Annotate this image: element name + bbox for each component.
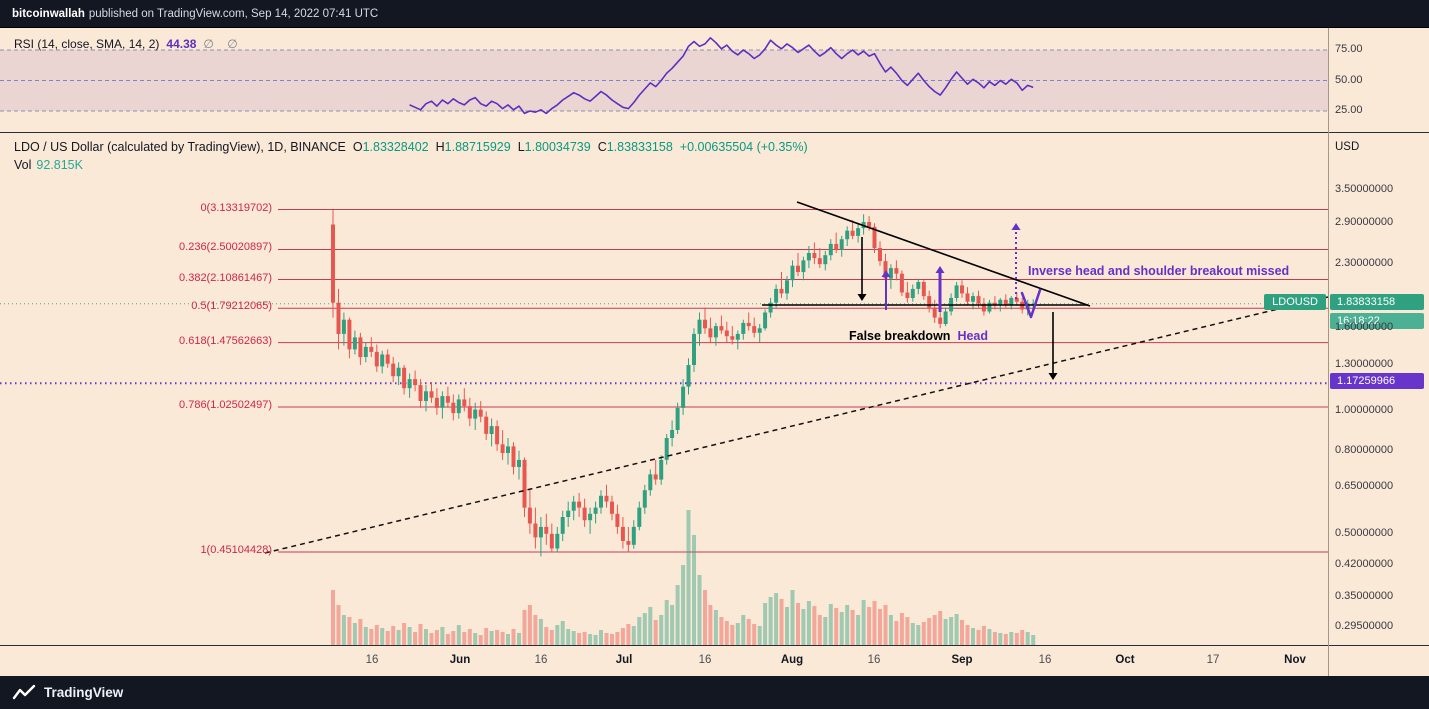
time-axis-label: Jul — [615, 654, 633, 666]
price-pane: 0(3.13319702) 0.236(2.50020897) 0.382(2.10… — [0, 133, 1429, 645]
time-axis-label: Jun — [449, 654, 471, 666]
time-axis-label: 16 — [698, 654, 712, 666]
head-text: Head — [957, 329, 989, 343]
hidden-output-icons[interactable]: ∅ ∅ — [203, 37, 243, 51]
price-axis-label: 0.42000000 — [1335, 557, 1394, 570]
symbol-badge: LDOUSD — [1264, 293, 1326, 310]
time-axis-label: Nov — [1284, 654, 1306, 666]
publish-info-text: published on TradingView.com, Sep 14, 20… — [88, 7, 379, 20]
currency-label: USD — [1335, 141, 1360, 153]
footer-bar: TradingView — [0, 676, 1429, 709]
time-axis-label: 16 — [365, 654, 379, 666]
price-axis-label: 2.30000000 — [1335, 257, 1394, 270]
rsi-axis-label: 75.00 — [1335, 43, 1363, 55]
rsi-axis-label: 25.00 — [1335, 104, 1363, 116]
ohlc-value: 1.88715929 — [444, 140, 511, 154]
support-price-badge: 1.17259966 — [1330, 373, 1424, 390]
rsi-pane: RSI (14, close, SMA, 14, 2) 44.38 ∅ ∅ 75… — [0, 28, 1429, 133]
ohlc-value: 1.83833158 — [606, 140, 673, 154]
ohlc-key: H — [435, 140, 445, 154]
rsi-plot-canvas[interactable] — [0, 28, 1328, 133]
price-axis[interactable]: USD 1.83833158 16:18:22 1.17259966 3.500… — [1328, 133, 1429, 645]
time-axis-label: 16 — [867, 654, 881, 666]
rsi-price-axis[interactable]: 75.00 50.00 25.00 — [1328, 28, 1429, 132]
price-axis-label: 0.65000000 — [1335, 480, 1394, 493]
time-axis-label: Oct — [1115, 654, 1135, 666]
volume-value: 92.815K — [36, 158, 83, 172]
price-axis-label: 0.50000000 — [1335, 526, 1394, 539]
price-axis-label: 0.35000000 — [1335, 589, 1394, 602]
price-axis-label: 0.29500000 — [1335, 620, 1394, 633]
ohlc-key: O — [352, 140, 363, 154]
time-axis-label: 17 — [1206, 654, 1220, 666]
time-axis-label: 16 — [534, 654, 548, 666]
volume-label: Vol — [14, 158, 32, 172]
ohlc-key: C — [597, 140, 607, 154]
change-value: +0.00635504 (+0.35%) — [679, 140, 808, 154]
price-axis-label: 0.80000000 — [1335, 443, 1394, 456]
price-axis-label: 1.60000000 — [1335, 321, 1394, 334]
symbol-legend[interactable]: LDO / US Dollar (calculated by TradingVi… — [14, 140, 808, 154]
main-chart-canvas[interactable] — [0, 133, 1328, 645]
ohlc-value: 1.80034739 — [524, 140, 591, 154]
time-axis-label: Sep — [951, 654, 973, 666]
rsi-legend[interactable]: RSI (14, close, SMA, 14, 2) 44.38 ∅ ∅ — [14, 37, 243, 51]
rsi-indicator-label: RSI (14, close, SMA, 14, 2) — [14, 37, 160, 51]
time-axis-label: 16 — [1038, 654, 1052, 666]
price-axis-label: 1.30000000 — [1335, 358, 1394, 370]
ohlc-key: L — [517, 140, 525, 154]
tradingview-logo-icon[interactable] — [12, 684, 36, 701]
axis-separator — [1328, 28, 1329, 676]
symbol-title: LDO / US Dollar (calculated by TradingVi… — [14, 140, 346, 154]
annotation-breakout-missed: Inverse head and shoulder breakout misse… — [1028, 264, 1290, 278]
bar-countdown-badge: 16:18:22 — [1330, 312, 1424, 329]
volume-legend[interactable]: Vol 92.815K — [14, 158, 83, 172]
rsi-axis-label: 50.00 — [1335, 73, 1363, 86]
false-breakdown-text: False breakdown — [849, 329, 951, 343]
publish-info-bar: bitcoinwallah published on TradingView.c… — [0, 0, 1429, 28]
time-axis-label: Aug — [780, 654, 804, 666]
annotation-false-breakdown: False breakdown Head — [849, 329, 988, 343]
ohlc-value: 1.83328402 — [362, 140, 429, 154]
publisher-username: bitcoinwallah — [12, 7, 85, 20]
price-axis-label: 3.50000000 — [1335, 183, 1394, 195]
price-axis-label: 1.00000000 — [1335, 404, 1394, 417]
time-axis[interactable]: 16 Jun 16 Jul 16 Aug 16 Sep 16 Oct 17 Nov — [0, 645, 1429, 676]
rsi-value: 44.38 — [166, 37, 197, 51]
price-axis-label: 2.90000000 — [1335, 216, 1394, 229]
tradingview-brand-link[interactable]: TradingView — [44, 685, 124, 700]
last-price-badge: 1.83833158 — [1330, 293, 1424, 310]
ohlc-values: O1.83328402 H1.88715929 L1.80034739 C1.8383… — [346, 140, 808, 154]
